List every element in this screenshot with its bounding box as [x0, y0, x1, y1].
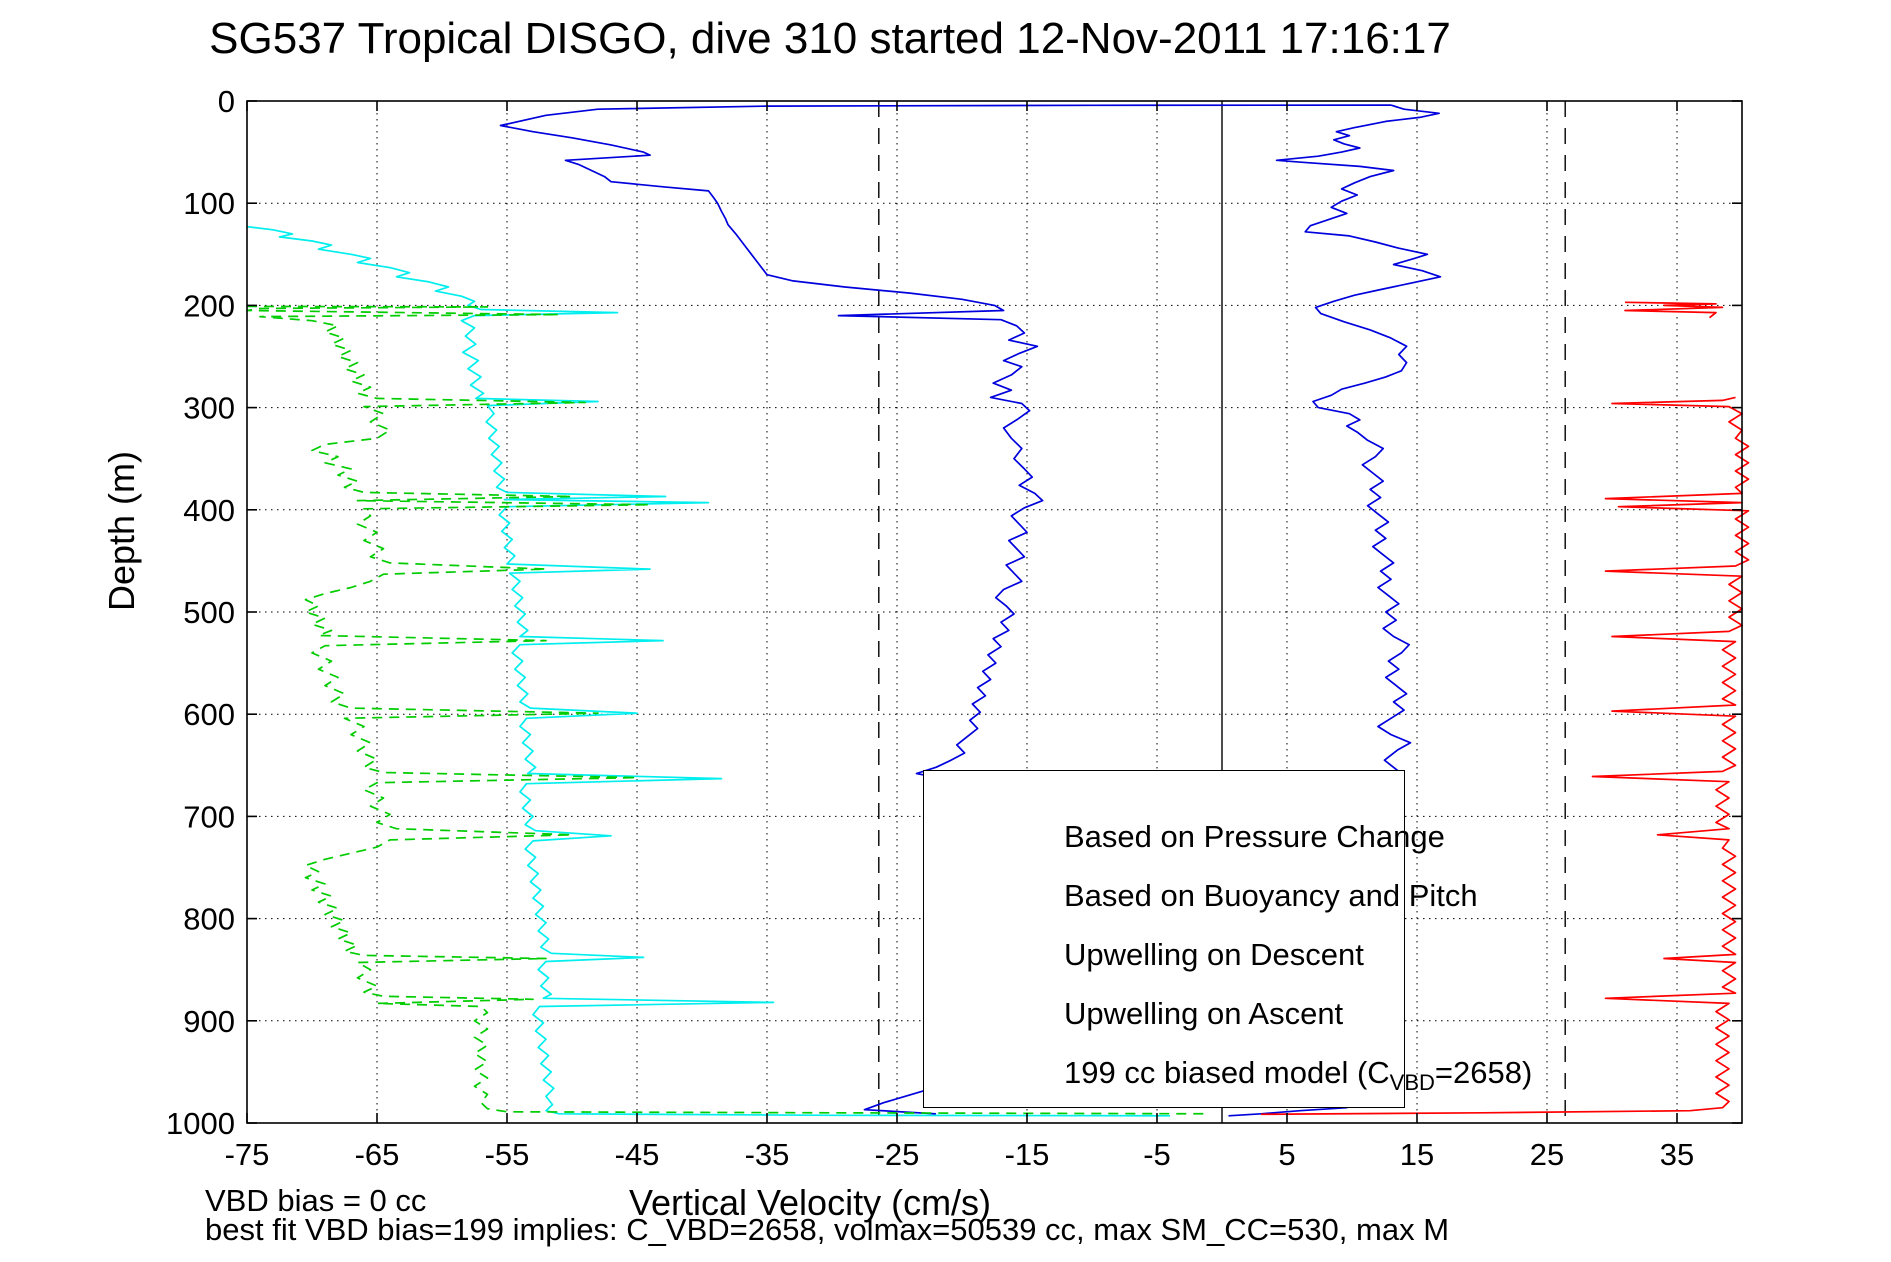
y-tick-label: 0: [218, 84, 235, 119]
x-tick-label: -45: [615, 1137, 660, 1172]
x-tick-label: 35: [1660, 1137, 1694, 1172]
x-tick-label: -75: [225, 1137, 270, 1172]
x-tick-label: -35: [745, 1137, 790, 1172]
x-tick-label: -5: [1143, 1137, 1171, 1172]
legend-item-label: Based on Buoyancy and Pitch: [1064, 878, 1478, 913]
x-tick-label: -55: [485, 1137, 530, 1172]
legend-item-label: Upwelling on Descent: [1064, 937, 1364, 972]
y-tick-label: 800: [183, 902, 235, 937]
x-tick-label: 25: [1530, 1137, 1564, 1172]
series-based-on-pressure-change: [499, 104, 1392, 1115]
x-tick-label: -15: [1005, 1137, 1050, 1172]
y-tick-label: 600: [183, 697, 235, 732]
y-tick-label: 200: [183, 288, 235, 323]
series-based-on-buoyancy-and-pitch: [246, 225, 1171, 1117]
x-tick-label: -65: [355, 1137, 400, 1172]
y-tick-label: 100: [183, 186, 235, 221]
legend-item-label: Based on Pressure Change: [1064, 819, 1445, 854]
series-upwelling-on-descent: [1260, 396, 1750, 1116]
legend-box: Based on Pressure Change Based on Buoyanc…: [923, 770, 1532, 1108]
legend-item-label: 199 cc biased model (CVBD=2658): [1064, 1055, 1533, 1096]
x-tick-label: 5: [1278, 1137, 1295, 1172]
x-axis-label: Vertical Velocity (cm/s): [628, 1182, 992, 1223]
y-tick-label: 300: [183, 391, 235, 426]
best-fit-annotation: best fit VBD bias=199 implies: C_VBD=265…: [205, 1212, 1450, 1247]
y-tick-label: 700: [183, 799, 235, 834]
chart-title: SG537 Tropical DISGO, dive 310 started 1…: [209, 14, 1451, 63]
y-tick-label: 1000: [166, 1106, 235, 1141]
y-tick-label: 400: [183, 493, 235, 528]
legend-item-label: Upwelling on Ascent: [1064, 996, 1344, 1031]
series-upwelling-on-ascent: [246, 305, 1210, 1115]
vbd-bias-annotation: VBD bias = 0 cc: [205, 1183, 427, 1218]
y-tick-label: 900: [183, 1004, 235, 1039]
series-upwelling-on-descent: [1624, 301, 1724, 319]
y-axis-label: Depth (m): [101, 450, 142, 612]
y-tick-label: 500: [183, 595, 235, 630]
x-tick-label: -25: [875, 1137, 920, 1172]
x-tick-label: 15: [1400, 1137, 1434, 1172]
